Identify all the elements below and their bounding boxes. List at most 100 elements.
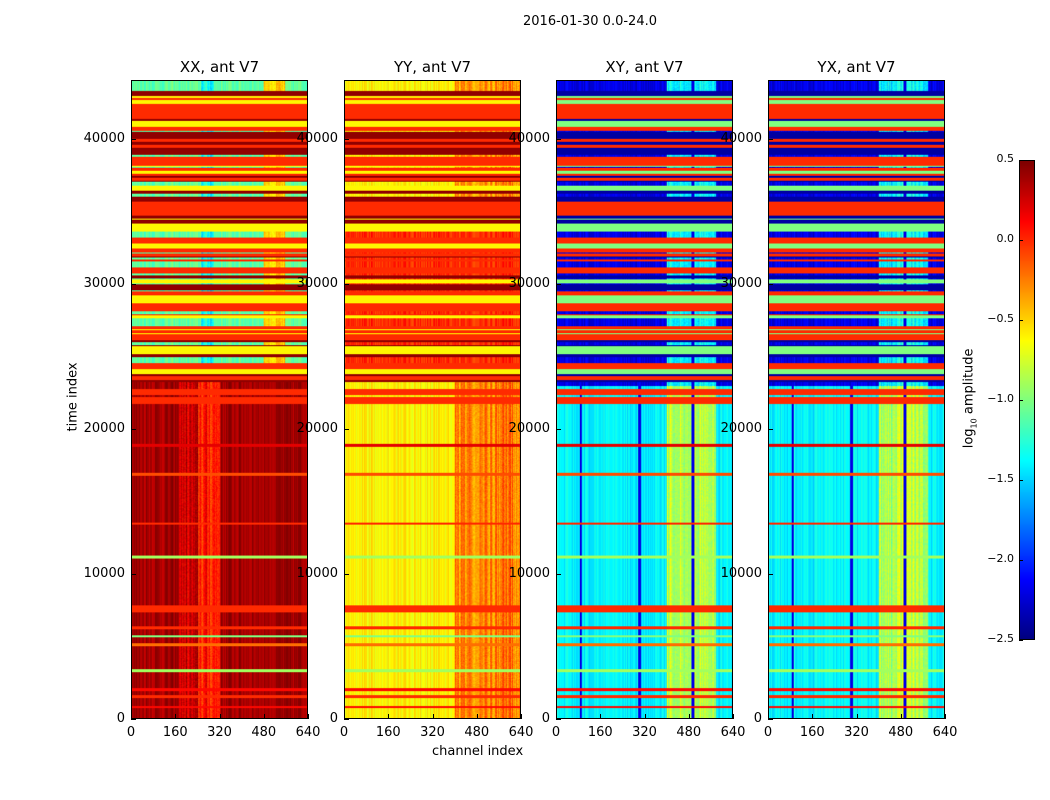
colorbar-label-base: log <box>961 428 977 449</box>
x-tick-mark <box>556 714 557 719</box>
heatmap-panel <box>768 80 945 719</box>
x-tick-label: 640 <box>508 725 534 740</box>
panel-title: XX, ant V7 <box>179 58 260 76</box>
x-tick-label: 320 <box>844 725 869 740</box>
y-tick-mark <box>556 719 561 720</box>
colorbar-tick-mark <box>1019 640 1023 641</box>
x-tick-mark <box>308 714 309 719</box>
x-tick-label: 0 <box>763 725 773 740</box>
x-tick-mark <box>388 714 390 719</box>
y-tick-mark <box>131 139 136 141</box>
panel-title: YY, ant V7 <box>393 58 471 76</box>
colorbar-label-sub: 10 <box>969 418 979 429</box>
x-tick-label: 0 <box>339 725 349 740</box>
y-tick-mark <box>131 574 136 576</box>
colorbar-tick-mark <box>1019 560 1023 561</box>
y-tick-label: 30000 <box>296 276 338 292</box>
x-tick-label: 160 <box>162 725 188 740</box>
x-tick-label: 640 <box>932 725 958 740</box>
y-tick-label: 0 <box>116 711 125 726</box>
x-tick-label: 320 <box>420 725 445 740</box>
y-tick-label: 30000 <box>508 276 550 292</box>
y-tick-label: 10000 <box>720 566 762 582</box>
y-tick-label: 20000 <box>508 421 550 437</box>
x-axis-label: channel index <box>432 744 524 759</box>
y-tick-mark <box>131 719 136 720</box>
y-tick-label: 40000 <box>83 131 125 147</box>
y-tick-mark <box>556 429 561 431</box>
heatmap-panel <box>556 80 733 719</box>
y-tick-mark <box>344 574 349 576</box>
x-tick-mark <box>733 714 734 719</box>
colorbar-tick-mark <box>1019 160 1023 161</box>
colorbar-label-rest: amplitude <box>961 348 977 419</box>
y-tick-label: 20000 <box>720 421 762 437</box>
x-tick-mark <box>644 714 646 719</box>
colorbar-tick-label: −1.0 <box>987 392 1014 405</box>
y-tick-mark <box>556 284 561 286</box>
y-tick-label: 20000 <box>83 421 125 437</box>
x-tick-label: 160 <box>587 725 613 740</box>
y-tick-label: 30000 <box>83 276 125 292</box>
y-tick-mark <box>344 284 349 286</box>
x-tick-mark <box>521 714 522 719</box>
colorbar-tick-label: −2.0 <box>987 552 1014 565</box>
x-tick-label: 160 <box>799 725 825 740</box>
x-tick-mark <box>263 714 265 719</box>
colorbar-tick-label: −1.5 <box>987 472 1014 485</box>
heatmap-canvas <box>769 81 944 718</box>
panel-title: XY, ant V7 <box>605 58 684 76</box>
x-tick-mark <box>344 714 345 719</box>
y-tick-mark <box>768 429 773 431</box>
x-tick-label: 160 <box>375 725 401 740</box>
y-tick-mark <box>344 719 349 720</box>
x-tick-label: 480 <box>888 725 914 740</box>
x-tick-label: 640 <box>295 725 321 740</box>
y-tick-label: 0 <box>541 711 550 726</box>
colorbar-tick-mark <box>1019 240 1023 241</box>
y-tick-mark <box>344 429 349 431</box>
y-tick-mark <box>344 139 349 141</box>
y-tick-mark <box>768 284 773 286</box>
x-tick-mark <box>900 714 902 719</box>
y-tick-label: 40000 <box>720 131 762 147</box>
colorbar-tick-label: −2.5 <box>987 632 1014 645</box>
x-tick-label: 320 <box>207 725 232 740</box>
colorbar-tick-mark <box>1019 480 1023 481</box>
y-tick-mark <box>131 284 136 286</box>
y-tick-label: 10000 <box>296 566 338 582</box>
x-tick-mark <box>476 714 478 719</box>
y-tick-mark <box>768 574 773 576</box>
colorbar-tick-label: 0.0 <box>996 232 1015 245</box>
x-tick-mark <box>768 714 769 719</box>
x-tick-mark <box>945 714 946 719</box>
y-tick-mark <box>556 574 561 576</box>
x-tick-mark <box>131 714 132 719</box>
y-tick-label: 10000 <box>83 566 125 582</box>
y-tick-label: 40000 <box>508 131 550 147</box>
y-tick-mark <box>556 139 561 141</box>
heatmap-canvas <box>345 81 520 718</box>
y-tick-mark <box>768 719 773 720</box>
y-tick-label: 10000 <box>508 566 550 582</box>
colorbar-tick-mark <box>1019 320 1023 321</box>
y-tick-label: 30000 <box>720 276 762 292</box>
x-tick-label: 0 <box>551 725 561 740</box>
x-tick-mark <box>219 714 221 719</box>
x-tick-label: 640 <box>720 725 746 740</box>
heatmap-canvas <box>557 81 732 718</box>
x-tick-label: 320 <box>632 725 657 740</box>
x-tick-mark <box>856 714 858 719</box>
x-tick-label: 0 <box>126 725 136 740</box>
x-tick-mark <box>600 714 602 719</box>
panel-title: YX, ant V7 <box>817 58 896 76</box>
x-tick-label: 480 <box>251 725 277 740</box>
y-tick-label: 20000 <box>296 421 338 437</box>
x-tick-label: 480 <box>464 725 490 740</box>
colorbar-tick-mark <box>1019 400 1023 401</box>
x-tick-label: 480 <box>676 725 702 740</box>
y-tick-mark <box>131 429 136 431</box>
heatmap-panel <box>131 80 308 719</box>
x-tick-mark <box>688 714 690 719</box>
